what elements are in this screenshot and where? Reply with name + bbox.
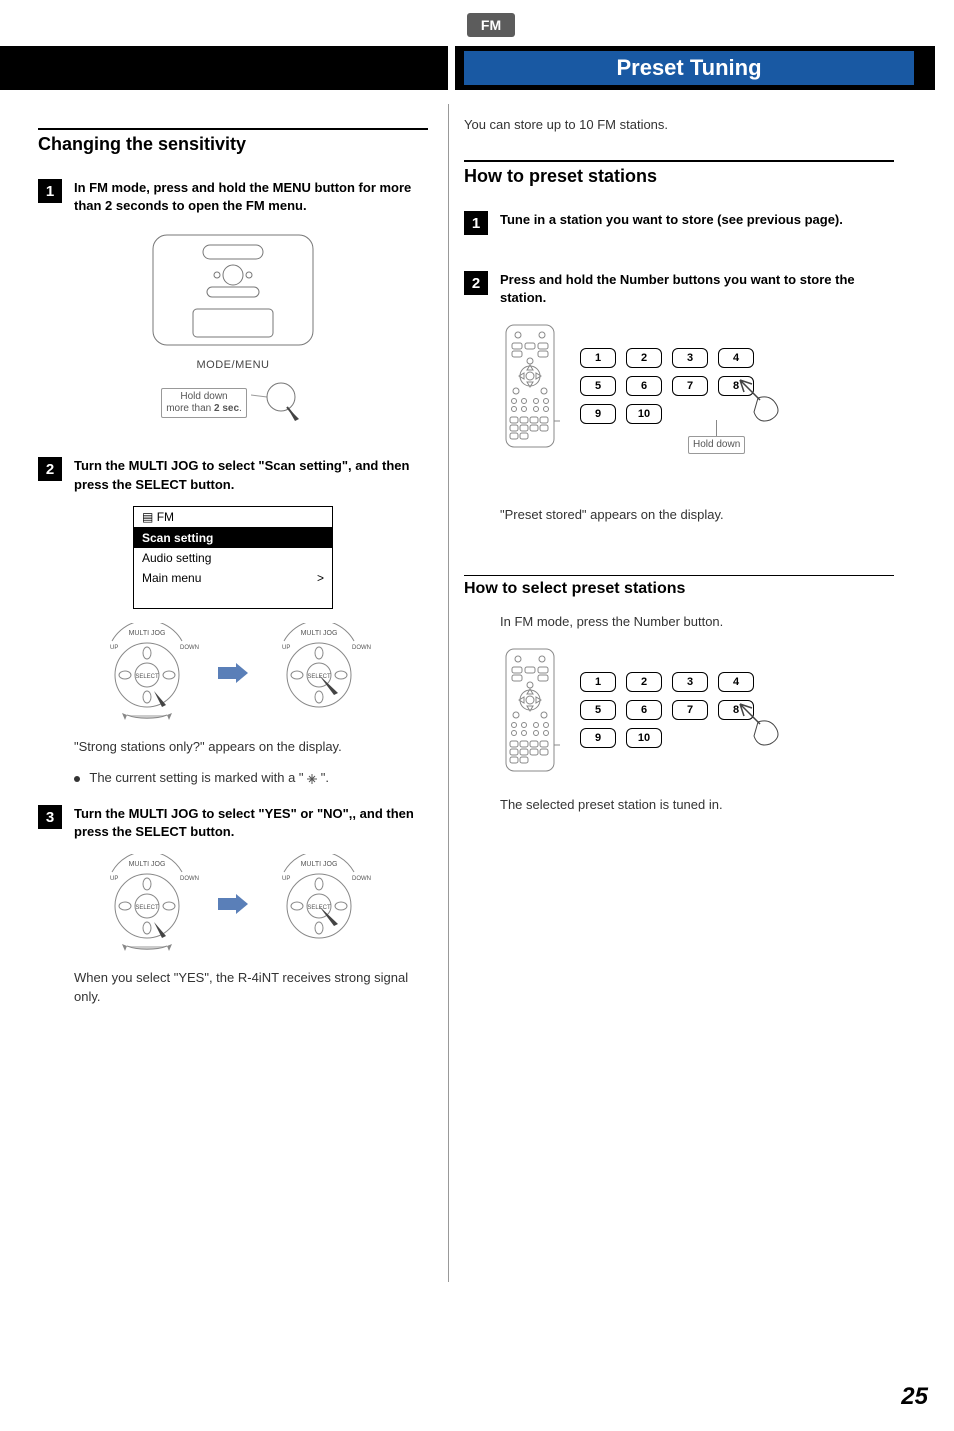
num2-btn-9: 9: [580, 728, 616, 748]
svg-text:MULTI JOG: MULTI JOG: [301, 630, 338, 637]
num-btn-7: 7: [672, 376, 708, 396]
section-title-sensitivity: Changing the sensitivity: [38, 128, 428, 155]
fm-badge: FM: [467, 13, 515, 37]
svg-text:SELECT: SELECT: [307, 674, 331, 680]
marker-icon: [307, 774, 317, 784]
svg-text:DOWN: DOWN: [180, 645, 199, 651]
remote-numbers-1: 1 2 3 4 5 6 7 8 9 10 Hold down: [500, 321, 894, 451]
svg-text:UP: UP: [282, 876, 290, 882]
intro-b: In FM mode, press the Number button.: [500, 612, 894, 632]
step-number-2: 2: [38, 457, 62, 481]
step-a2-text: Press and hold the Number buttons you wa…: [500, 271, 894, 307]
header-bar-left: [0, 46, 448, 90]
svg-text:UP: UP: [110, 876, 118, 882]
number-grid-2: 1 2 3 4 5 6 7 8 9 10: [580, 672, 754, 748]
svg-text:SELECT: SELECT: [135, 905, 159, 911]
step-a1-text: Tune in a station you want to store (see…: [500, 211, 843, 235]
hold-line2: more than 2 sec.: [166, 403, 242, 415]
num2-btn-4: 4: [718, 672, 754, 692]
num-btn-4: 4: [718, 348, 754, 368]
num-btn-5: 5: [580, 376, 616, 396]
step-number-3: 3: [38, 805, 62, 829]
step-1-text: In FM mode, press and hold the MENU butt…: [74, 179, 428, 215]
num2-btn-5: 5: [580, 700, 616, 720]
jog-row-1: MULTI JOG UP DOWN SELECT MULTI JOG UP DO…: [38, 623, 428, 723]
num2-btn-10: 10: [626, 728, 662, 748]
arrow-right2-icon: [218, 894, 248, 914]
bullet-1: The current setting is marked with a " "…: [74, 770, 428, 785]
result-text-1: "Strong stations only?" appears on the d…: [74, 737, 428, 757]
svg-text:MULTI JOG: MULTI JOG: [129, 861, 166, 868]
step-number-1: 1: [38, 179, 62, 203]
lcd-display: ▤ FM Scan setting Audio setting Main men…: [133, 506, 333, 609]
num-btn-3: 3: [672, 348, 708, 368]
intro-text: You can store up to 10 FM stations.: [464, 117, 894, 132]
bullet-dot-icon: [74, 776, 80, 782]
multi-jog-right2-icon: MULTI JOG UP DOWN SELECT: [264, 854, 374, 954]
step-3: 3 Turn the MULTI JOG to select "YES" or …: [38, 805, 428, 841]
lcd-row-selected: Scan setting: [134, 528, 332, 548]
arrow-right-icon: [218, 663, 248, 683]
hand-press-icon-2: [730, 694, 790, 754]
left-column: Changing the sensitivity 1 In FM mode, p…: [38, 128, 428, 1021]
lcd-row-blank: [134, 588, 332, 608]
lcd-row-2: Audio setting: [134, 548, 332, 568]
num-btn-6: 6: [626, 376, 662, 396]
svg-text:SELECT: SELECT: [135, 674, 159, 680]
right-column: You can store up to 10 FM stations. How …: [464, 117, 894, 829]
num-btn-1: 1: [580, 348, 616, 368]
page-number: 25: [901, 1383, 928, 1411]
step-3-text: Turn the MULTI JOG to select "YES" or "N…: [74, 805, 428, 841]
bullet-1-tail: ".: [321, 770, 329, 785]
result-text-2: When you select "YES", the R-4iNT receiv…: [74, 968, 428, 1007]
mode-menu-label: MODE/MENU: [38, 359, 428, 371]
multi-jog-right-icon: MULTI JOG UP DOWN SELECT: [264, 623, 374, 723]
remote-numbers-2: 1 2 3 4 5 6 7 8 9 10: [500, 645, 894, 775]
num-btn-9: 9: [580, 404, 616, 424]
step-a2: 2 Press and hold the Number buttons you …: [464, 271, 894, 307]
step-number-a2: 2: [464, 271, 488, 295]
num2-btn-6: 6: [626, 700, 662, 720]
jog-row-2: MULTI JOG UP DOWN SELECT MULTI JOG UP DO…: [38, 854, 428, 954]
lcd-header: ▤ FM: [134, 507, 332, 528]
section-title-preset: How to preset stations: [464, 160, 894, 187]
step-number-a1: 1: [464, 211, 488, 235]
num2-btn-2: 2: [626, 672, 662, 692]
svg-text:DOWN: DOWN: [352, 876, 371, 882]
result-text-a: "Preset stored" appears on the display.: [500, 505, 894, 525]
num2-btn-3: 3: [672, 672, 708, 692]
num2-btn-7: 7: [672, 700, 708, 720]
svg-text:UP: UP: [110, 645, 118, 651]
bullet-1-text: The current setting is marked with a ": [89, 770, 307, 785]
multi-jog-left2-icon: MULTI JOG UP DOWN SELECT: [92, 854, 202, 954]
step-a1: 1 Tune in a station you want to store (s…: [464, 211, 894, 235]
svg-text:SELECT: SELECT: [307, 905, 331, 911]
hold-down-box-2: Hold down: [688, 436, 745, 454]
column-divider: [448, 104, 449, 1282]
step-1: 1 In FM mode, press and hold the MENU bu…: [38, 179, 428, 215]
remote-icon-2: [500, 645, 560, 775]
menu-button-icon: [251, 379, 305, 427]
step-2: 2 Turn the MULTI JOG to select "Scan set…: [38, 457, 428, 493]
svg-text:MULTI JOG: MULTI JOG: [129, 630, 166, 637]
header-title-right: Preset Tuning: [464, 51, 914, 85]
step-2-text: Turn the MULTI JOG to select "Scan setti…: [74, 457, 428, 493]
device-illustration: [133, 227, 333, 355]
number-grid-1: 1 2 3 4 5 6 7 8 9 10: [580, 348, 754, 424]
section-title-select: How to select preset stations: [464, 575, 894, 598]
lcd-row-3: Main menu>: [134, 568, 332, 588]
remote-icon-1: [500, 321, 560, 451]
hold-line1: Hold down: [166, 391, 242, 403]
svg-text:DOWN: DOWN: [352, 645, 371, 651]
svg-text:DOWN: DOWN: [180, 876, 199, 882]
hold-down-box-1: Hold down more than 2 sec.: [161, 388, 247, 418]
svg-text:UP: UP: [282, 645, 290, 651]
num-btn-2: 2: [626, 348, 662, 368]
multi-jog-left-icon: MULTI JOG UP DOWN SELECT: [92, 623, 202, 723]
result-text-b: The selected preset station is tuned in.: [500, 795, 894, 815]
svg-text:MULTI JOG: MULTI JOG: [301, 861, 338, 868]
num2-btn-1: 1: [580, 672, 616, 692]
num-btn-10: 10: [626, 404, 662, 424]
